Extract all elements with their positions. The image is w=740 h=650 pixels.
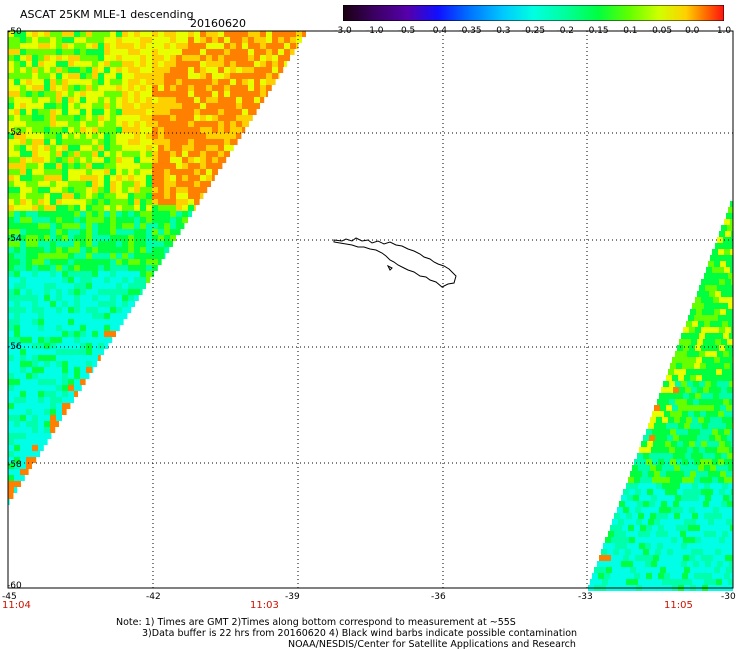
time-label: 11:03 (250, 600, 279, 611)
south-georgia-coastline (333, 237, 457, 288)
footer-note-2: 3)Data buffer is 22 hrs from 20160620 4)… (142, 628, 578, 639)
lon-label: -33 (578, 592, 593, 602)
lat-label: -50 (7, 27, 22, 37)
time-label: 11:04 (2, 600, 31, 611)
lat-label: -60 (7, 581, 22, 591)
lon-label: -45 (2, 592, 17, 602)
swath-left (8, 31, 306, 505)
lon-label: -30 (721, 592, 736, 602)
footer-note-3: NOAA/NESDIS/Center for Satellite Applica… (288, 639, 576, 650)
lon-label: -36 (431, 592, 446, 602)
lat-label: -52 (7, 128, 22, 138)
time-label: 11:05 (664, 600, 693, 611)
lon-label: -42 (146, 592, 161, 602)
lat-label: -56 (7, 342, 22, 352)
product-date: 20160620 (190, 17, 246, 30)
lat-label: -54 (7, 234, 22, 244)
footer-note-1: Note: 1) Times are GMT 2)Times along bot… (116, 617, 516, 628)
lat-lon-grid (8, 31, 733, 588)
map-frame (7, 30, 734, 589)
colorbar (343, 5, 724, 21)
product-title: ASCAT 25KM MLE-1 descending (20, 8, 194, 21)
swath-right (588, 201, 733, 591)
lon-label: -39 (285, 592, 300, 602)
lat-label: -58 (7, 460, 22, 470)
